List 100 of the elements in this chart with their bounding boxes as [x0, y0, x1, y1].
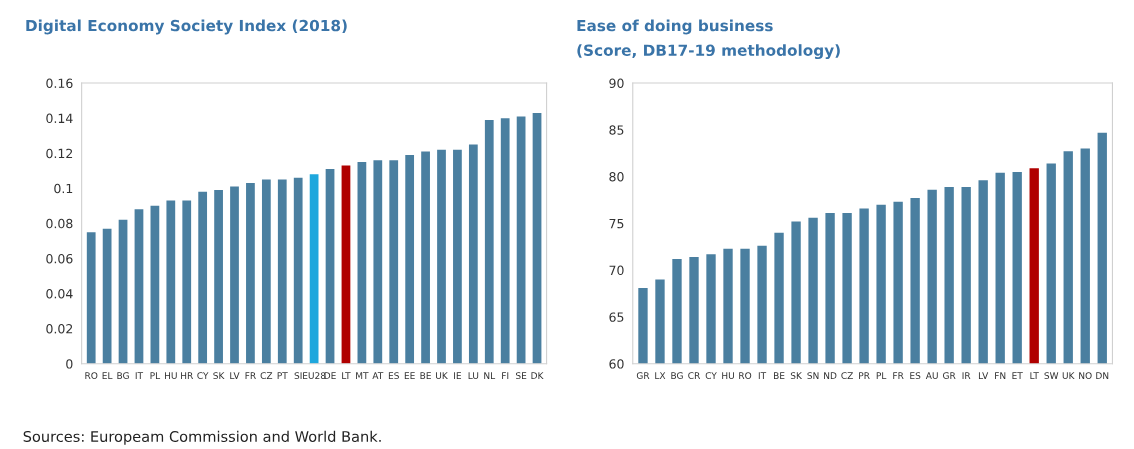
x-tick-label: RO — [739, 372, 752, 380]
x-tick-label: SK — [790, 372, 803, 380]
x-tick-label: HU — [165, 372, 177, 380]
chart-title: Digital Economy Society Index (2018) — [26, 19, 347, 35]
x-tick-label: LV — [978, 372, 989, 379]
bar — [261, 179, 271, 364]
bar — [277, 179, 287, 364]
y-tick-label: 0.08 — [46, 218, 73, 229]
bar — [182, 200, 192, 364]
bar — [214, 190, 223, 364]
x-tick-label: CY — [705, 372, 717, 380]
x-tick-label: EE — [404, 372, 415, 379]
x-tick-label: SI — [294, 372, 302, 380]
x-tick-label: CR — [688, 372, 701, 380]
x-tick-label: SN — [807, 372, 819, 380]
x-tick-label: SK — [213, 372, 225, 380]
bar — [102, 228, 112, 364]
x-tick-label: CZ — [260, 372, 273, 380]
bar — [532, 112, 542, 364]
x-tick-label: FR — [893, 372, 904, 379]
bar — [134, 209, 144, 364]
bar — [293, 177, 303, 364]
y-tick-label: 75 — [609, 219, 624, 229]
x-tick-label: PR — [859, 372, 870, 379]
y-tick-label: 85 — [609, 125, 624, 135]
x-tick-label: FN — [995, 372, 1006, 379]
x-tick-label: HU — [722, 372, 734, 380]
y-tick-label: 70 — [609, 265, 624, 276]
x-tick-label: AU — [925, 372, 938, 380]
y-tick-label: 0.06 — [46, 253, 73, 264]
x-tick-label: LT — [342, 372, 351, 379]
x-tick-label: GR — [636, 372, 650, 380]
y-tick-label: 0.16 — [46, 78, 73, 88]
chart-subtitle: (Score, DB17-19 methodology) — [577, 44, 840, 60]
bar — [230, 186, 239, 364]
y-tick-label: 80 — [609, 172, 624, 182]
bar — [373, 160, 383, 364]
x-tick-label: FR — [245, 372, 256, 379]
x-tick-label: LU — [468, 372, 479, 380]
bar — [405, 154, 415, 364]
x-tick-label: LV — [230, 372, 240, 379]
y-tick-label: 0.12 — [46, 148, 73, 159]
y-tick-label: 0 — [66, 359, 73, 369]
chart-title: Ease of doing business — [577, 19, 773, 35]
bar — [86, 232, 96, 364]
x-tick-label: BE — [420, 372, 431, 379]
x-tick-label: LT — [1030, 372, 1039, 379]
bar — [468, 144, 478, 364]
x-tick-label: FI — [502, 372, 509, 379]
x-tick-label: UK — [436, 372, 448, 380]
y-tick-label: 0.14 — [46, 113, 73, 124]
source-note: Sources: Europeam Commission and World Bank. — [23, 430, 381, 445]
y-tick-label: 60 — [609, 359, 624, 369]
x-tick-label: SE — [515, 372, 527, 380]
x-tick-label: LX — [655, 372, 666, 379]
x-tick-label: NO — [1079, 372, 1092, 380]
y-tick-label: 0.1 — [54, 183, 73, 194]
x-tick-label: UK — [1062, 372, 1075, 380]
x-tick-label: CY — [197, 372, 209, 380]
x-tick-label: GR — [943, 372, 956, 380]
bar — [150, 205, 160, 364]
x-tick-label: HR — [181, 372, 194, 379]
x-tick-label: BG — [117, 372, 129, 380]
x-tick-label: DN — [1096, 372, 1109, 379]
x-tick-label: BG — [671, 372, 683, 380]
bar — [437, 149, 446, 364]
x-tick-label: MT — [356, 372, 369, 379]
bar — [325, 169, 335, 364]
x-tick-label: CZ — [841, 372, 853, 380]
x-tick-label: BE — [773, 372, 785, 379]
x-tick-label: NL — [484, 372, 496, 379]
x-tick-label: IR — [962, 372, 971, 379]
x-tick-label: SW — [1044, 372, 1059, 380]
x-tick-label: PL — [150, 372, 161, 379]
x-tick-label: RO — [85, 372, 98, 380]
x-tick-label: DE — [324, 372, 336, 379]
bar — [357, 161, 367, 364]
bar — [484, 119, 494, 364]
bar — [309, 174, 319, 364]
x-tick-label: ES — [388, 372, 399, 380]
x-tick-label: EU28 — [303, 372, 326, 380]
bar — [246, 183, 255, 364]
x-tick-label: IE — [454, 372, 462, 379]
x-tick-label: ET — [1012, 372, 1023, 379]
x-tick-label: ND — [824, 372, 837, 379]
x-tick-label: IT — [135, 372, 144, 379]
x-tick-label: EL — [102, 372, 113, 379]
x-tick-label: PL — [876, 372, 887, 379]
x-tick-label: PT — [277, 372, 288, 379]
y-tick-label: 0.04 — [46, 289, 73, 299]
x-tick-label: AT — [372, 372, 384, 379]
bar — [166, 200, 176, 364]
bar — [516, 116, 526, 364]
bar — [341, 165, 351, 364]
bar — [421, 151, 430, 364]
bar — [389, 160, 399, 364]
bar — [118, 219, 128, 364]
bar — [500, 118, 510, 364]
x-tick-label: DK — [531, 372, 544, 379]
y-tick-label: 0.02 — [46, 324, 73, 334]
